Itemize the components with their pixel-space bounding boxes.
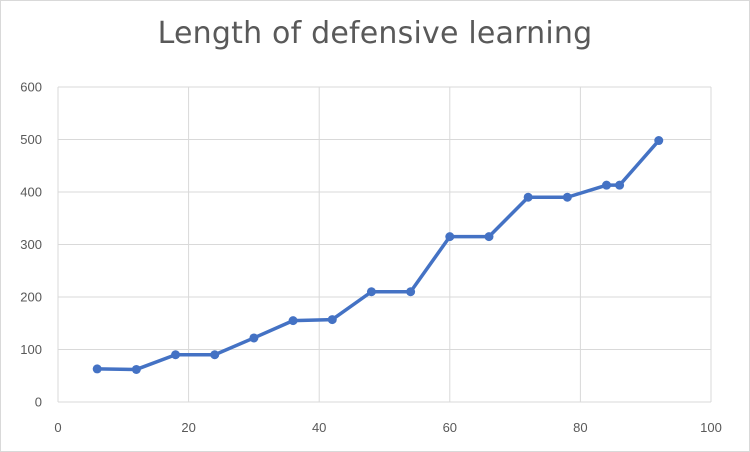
y-tick-label-0: 0 xyxy=(35,395,42,410)
x-axis-tick-labels: 0 20 40 60 80 100 xyxy=(54,420,721,435)
y-tick-label-100: 100 xyxy=(20,342,42,357)
data-point-0 xyxy=(92,364,102,374)
data-point-7 xyxy=(366,287,376,297)
data-point-11 xyxy=(523,192,533,202)
x-tick-label-20: 20 xyxy=(181,420,195,435)
y-tick-label-400: 400 xyxy=(20,185,42,200)
x-tick-label-80: 80 xyxy=(573,420,587,435)
data-point-4 xyxy=(249,333,259,343)
data-point-6 xyxy=(327,315,337,325)
y-tick-label-200: 200 xyxy=(20,290,42,305)
series-line-0 xyxy=(95,138,661,372)
data-point-8 xyxy=(406,287,416,297)
horizontal-gridlines xyxy=(58,86,711,403)
x-tick-label-40: 40 xyxy=(312,420,326,435)
data-point-5 xyxy=(288,316,298,326)
data-point-12 xyxy=(562,192,572,202)
x-tick-label-60: 60 xyxy=(443,420,457,435)
y-axis-tick-labels: 0 100 200 300 400 500 600 xyxy=(20,80,42,410)
y-tick-label-300: 300 xyxy=(20,237,42,252)
data-point-3 xyxy=(210,350,220,360)
data-point-2 xyxy=(171,350,181,360)
data-point-13 xyxy=(602,180,612,190)
y-tick-label-600: 600 xyxy=(20,80,42,95)
y-tick-label-500: 500 xyxy=(20,132,42,147)
data-point-15 xyxy=(654,136,664,146)
data-point-10 xyxy=(484,232,494,242)
series-group xyxy=(92,136,664,374)
data-point-14 xyxy=(615,180,625,190)
x-tick-label-0: 0 xyxy=(54,420,61,435)
x-tick-label-100: 100 xyxy=(700,420,722,435)
chart-title: Length of defensive learning xyxy=(157,16,593,51)
data-point-9 xyxy=(445,232,455,242)
data-point-1 xyxy=(131,364,141,374)
